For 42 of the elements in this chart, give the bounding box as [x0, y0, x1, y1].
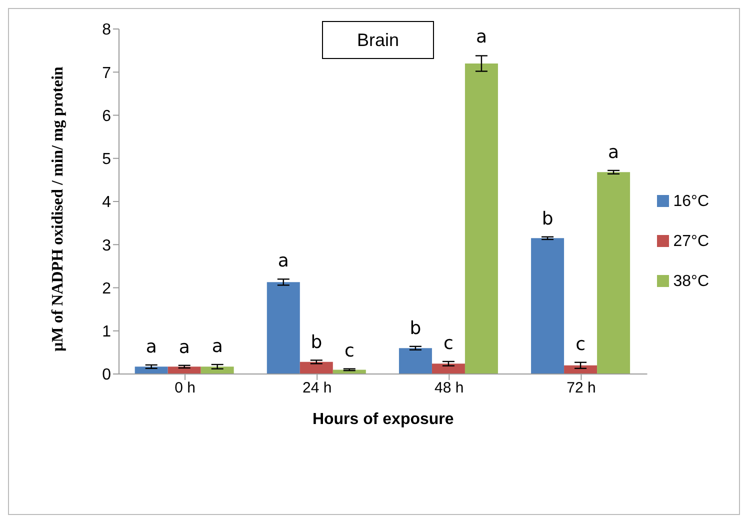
y-tick-label: 8: [102, 22, 112, 39]
bar: [597, 172, 630, 374]
bar: [564, 365, 598, 374]
x-tick-label: 72 h: [566, 380, 596, 397]
legend-label: 27°C: [673, 232, 709, 250]
legend-label: 38°C: [673, 272, 709, 290]
legend-label: 16°C: [673, 192, 709, 210]
bar: [200, 366, 234, 374]
bar: [398, 348, 432, 374]
bar: [531, 238, 564, 374]
bar: [464, 64, 498, 374]
x-axis-title: Hours of exposure: [312, 411, 454, 428]
bar: [266, 282, 300, 374]
chart-title: Brain: [322, 21, 434, 59]
y-tick-label: 0: [102, 366, 112, 384]
data-label: a: [212, 336, 223, 358]
data-label: a: [278, 250, 289, 272]
bar: [168, 366, 201, 374]
x-tick-label: 48 h: [434, 380, 464, 397]
data-label: c: [344, 340, 354, 362]
data-label: b: [542, 208, 554, 230]
y-tick-label: 4: [102, 194, 112, 212]
y-tick-label: 7: [102, 64, 112, 82]
bar: [300, 362, 333, 374]
y-axis-title: µM of NADPH oxidised / min/ mg protein: [50, 66, 67, 352]
y-tick-label: 6: [102, 108, 112, 125]
data-label: c: [444, 333, 454, 354]
data-label: a: [146, 336, 157, 358]
y-tick-label: 3: [102, 237, 112, 254]
data-label: a: [476, 26, 487, 48]
x-tick-label: 0 h: [174, 380, 196, 397]
data-label: c: [576, 334, 586, 355]
data-label: b: [410, 318, 422, 340]
data-label: b: [310, 332, 322, 353]
data-label: a: [608, 142, 620, 164]
bar: [134, 366, 168, 374]
y-tick-label: 2: [102, 280, 112, 298]
x-tick-label: 24 h: [302, 380, 332, 397]
y-tick-label: 1: [102, 324, 112, 341]
y-tick-label: 5: [102, 151, 112, 168]
bar: [432, 364, 465, 374]
data-label: a: [178, 337, 190, 358]
